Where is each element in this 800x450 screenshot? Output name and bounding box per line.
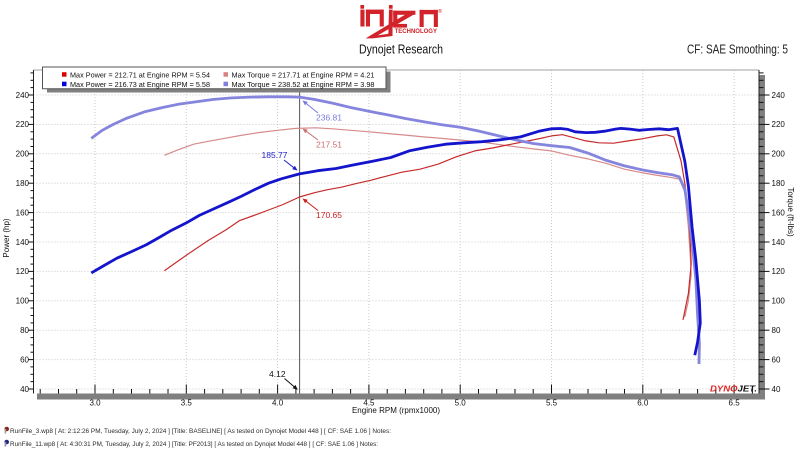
svg-text:RunFile_11.wp8 [ At: 4:30:31 P: RunFile_11.wp8 [ At: 4:30:31 PM, Tuesday…: [10, 441, 378, 448]
svg-text:140: 140: [16, 238, 30, 247]
svg-text:220: 220: [772, 120, 786, 129]
svg-text:80: 80: [20, 326, 29, 335]
svg-text:180: 180: [16, 179, 30, 188]
svg-text:Dynojet Research: Dynojet Research: [359, 43, 443, 57]
svg-text:120: 120: [16, 267, 30, 276]
svg-text:Max Power = 212.71 at Engine R: Max Power = 212.71 at Engine RPM = 5.54: [70, 71, 210, 80]
svg-text:4.12: 4.12: [269, 369, 286, 379]
svg-text:Torque (ft-lbs): Torque (ft-lbs): [786, 187, 795, 237]
svg-text:Max Power = 216.73 at Engine R: Max Power = 216.73 at Engine RPM = 5.58: [70, 80, 210, 89]
svg-text:120: 120: [772, 267, 786, 276]
svg-text:217.51: 217.51: [316, 140, 342, 150]
svg-text:60: 60: [772, 355, 781, 364]
svg-text:40: 40: [772, 385, 781, 394]
svg-text:4.0: 4.0: [272, 399, 284, 408]
svg-text:200: 200: [16, 150, 30, 159]
svg-text:CF: SAE Smoothing: 5: CF: SAE Smoothing: 5: [687, 43, 788, 57]
svg-text:60: 60: [20, 355, 29, 364]
svg-text:4.5: 4.5: [363, 399, 375, 408]
svg-text:5.5: 5.5: [546, 399, 558, 408]
svg-text:80: 80: [772, 326, 781, 335]
svg-text:Power (hp): Power (hp): [2, 218, 11, 257]
svg-text:TECHNOLOGY: TECHNOLOGY: [395, 28, 438, 35]
svg-text:240: 240: [16, 91, 30, 100]
svg-text:180: 180: [772, 179, 786, 188]
svg-text:185.77: 185.77: [262, 150, 288, 160]
svg-text:170.65: 170.65: [316, 210, 342, 220]
svg-text:160: 160: [772, 208, 786, 217]
svg-text:Max Torque = 217.71 at Engine: Max Torque = 217.71 at Engine RPM = 4.21: [232, 71, 375, 80]
svg-text:236.81: 236.81: [316, 113, 342, 123]
svg-text:140: 140: [772, 238, 786, 247]
svg-text:3.0: 3.0: [89, 399, 101, 408]
svg-text:6.5: 6.5: [729, 399, 741, 408]
svg-text:®: ®: [438, 8, 442, 15]
svg-text:Max Torque = 238.52 at Engine: Max Torque = 238.52 at Engine RPM = 3.98: [232, 80, 375, 89]
svg-text:6.0: 6.0: [637, 399, 649, 408]
svg-text:40: 40: [20, 385, 29, 394]
svg-text:RunFile_3.wp8 [ At: 2:12:26 PM: RunFile_3.wp8 [ At: 2:12:26 PM, Tuesday,…: [10, 428, 391, 435]
svg-text:5.0: 5.0: [455, 399, 467, 408]
svg-text:100: 100: [772, 297, 786, 306]
svg-text:240: 240: [772, 91, 786, 100]
svg-text:100: 100: [16, 297, 30, 306]
svg-text:160: 160: [16, 208, 30, 217]
svg-text:200: 200: [772, 150, 786, 159]
svg-text:220: 220: [16, 120, 30, 129]
svg-text:Engine RPM (rpmx1000): Engine RPM (rpmx1000): [352, 406, 440, 415]
svg-text:3.5: 3.5: [181, 399, 193, 408]
